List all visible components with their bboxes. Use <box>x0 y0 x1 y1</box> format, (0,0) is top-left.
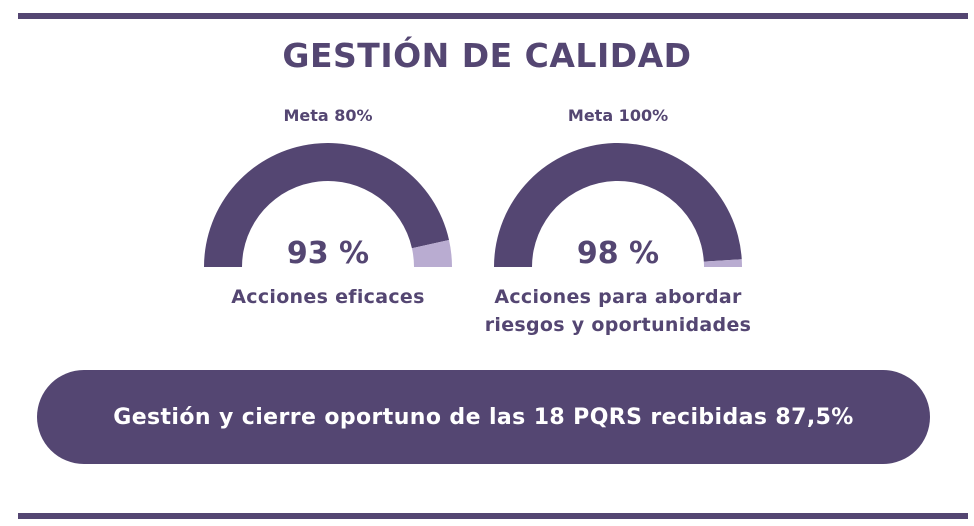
summary-banner-text: Gestión y cierre oportuno de las 18 PQRS… <box>113 404 854 430</box>
gauge-filled-arc <box>204 143 450 267</box>
gauge-target-label: Meta 80% <box>283 106 373 125</box>
gauge-caption-line: riesgos y oportunidades <box>484 314 752 336</box>
gauge-caption: Acciones eficaces <box>231 286 425 308</box>
gauge-arc <box>204 143 452 267</box>
summary-banner: Gestión y cierre oportuno de las 18 PQRS… <box>37 370 930 464</box>
gauge-value: 98 % <box>576 236 660 271</box>
bottom-rule <box>18 513 968 519</box>
gauge-filled-arc <box>494 143 742 267</box>
top-rule <box>18 13 968 19</box>
gauge-remaining-arc <box>411 239 452 267</box>
gauge-target-label: Meta 100% <box>567 106 669 125</box>
gauge-caption: Acciones para abordar riesgos y oportuni… <box>468 283 768 339</box>
gauge-acciones-riesgos: Meta 100% 98 % Acciones para abordar rie… <box>468 103 768 339</box>
page-title: GESTIÓN DE CALIDAD <box>282 36 692 75</box>
gauge-acciones-eficaces: Meta 80% 93 % Acciones eficaces <box>178 103 478 311</box>
gauge-value: 93 % <box>286 236 370 271</box>
gauge-remaining-arc <box>703 259 742 267</box>
gauge-arc <box>494 143 742 267</box>
gauge-caption-line: Acciones para abordar <box>494 286 742 308</box>
